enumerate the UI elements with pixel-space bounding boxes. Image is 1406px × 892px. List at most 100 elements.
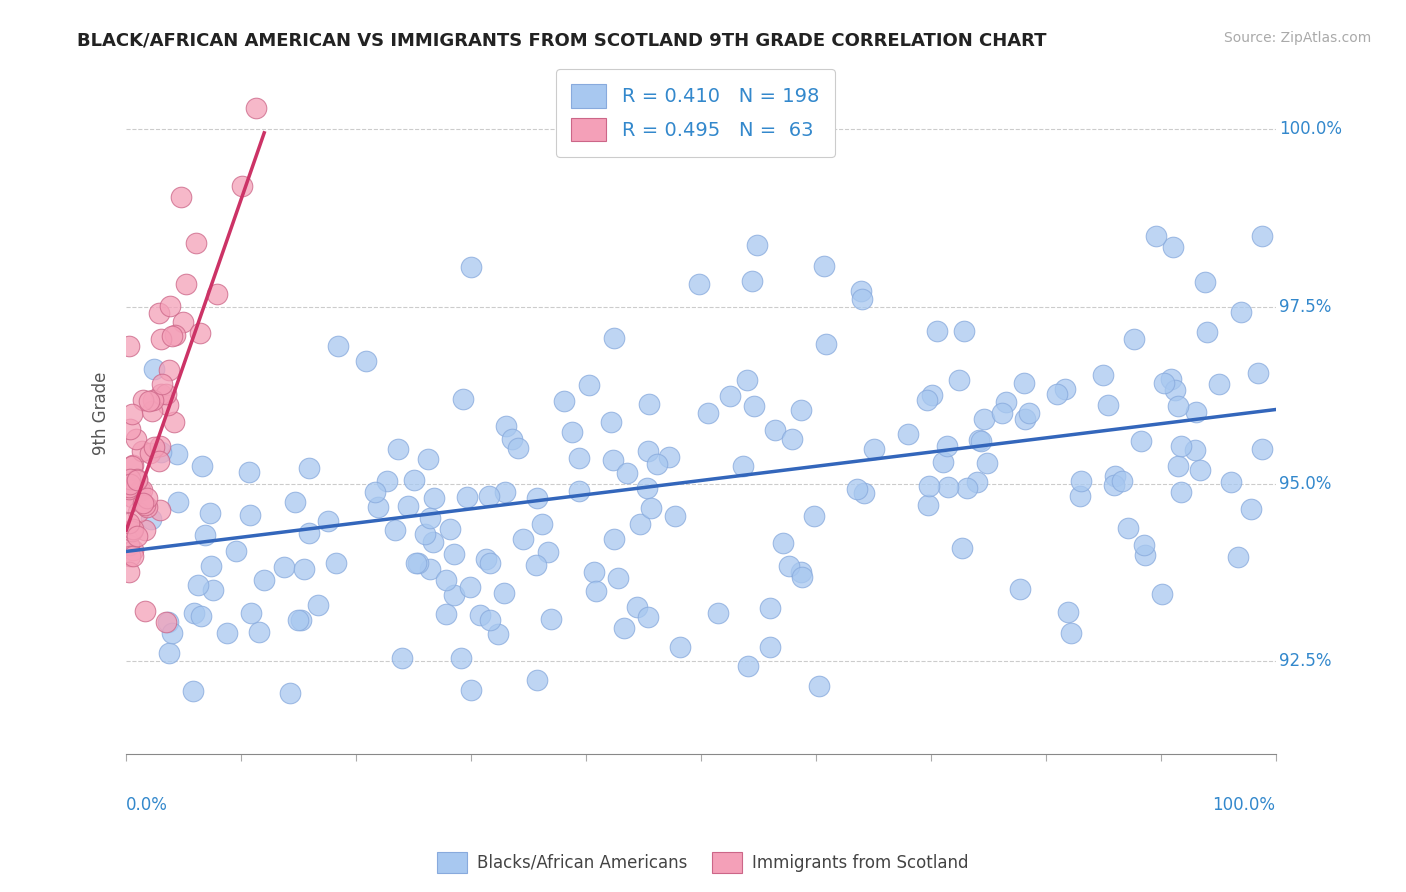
Point: [688, 277, 710, 292]
Point: [202, 582, 225, 597]
Point: [163, 415, 186, 429]
Point: [640, 500, 662, 515]
Point: [1012, 376, 1035, 390]
Point: [966, 475, 988, 489]
Point: [603, 331, 626, 345]
Point: [1247, 366, 1270, 380]
Point: [1097, 398, 1119, 412]
Point: [1144, 228, 1167, 243]
Point: [231, 178, 253, 193]
Point: [540, 612, 562, 626]
Point: [148, 454, 170, 468]
Point: [245, 101, 267, 115]
Point: [1185, 405, 1208, 419]
Point: [150, 333, 173, 347]
Point: [707, 606, 730, 620]
Point: [512, 532, 534, 546]
Point: [325, 556, 347, 570]
Point: [139, 446, 162, 460]
Point: [1060, 626, 1083, 640]
Text: 0.0%: 0.0%: [127, 797, 169, 814]
Point: [1160, 372, 1182, 386]
Point: [247, 624, 270, 639]
Point: [1194, 275, 1216, 289]
Point: [1092, 368, 1115, 383]
Point: [637, 610, 659, 624]
Point: [121, 549, 143, 564]
Point: [852, 486, 875, 500]
Point: [121, 490, 143, 504]
Point: [155, 615, 177, 630]
Point: [568, 484, 591, 499]
Legend: R = 0.410   N = 198, R = 0.495   N =  63: R = 0.410 N = 198, R = 0.495 N = 63: [555, 69, 835, 157]
Point: [141, 512, 163, 526]
Point: [607, 571, 630, 585]
Point: [995, 395, 1018, 409]
Point: [494, 485, 516, 500]
Point: [443, 547, 465, 561]
Point: [156, 615, 179, 629]
Point: [117, 482, 139, 496]
Point: [813, 259, 835, 273]
Point: [1130, 434, 1153, 448]
Point: [125, 472, 148, 486]
Point: [506, 441, 529, 455]
Point: [897, 427, 920, 442]
Point: [155, 387, 177, 401]
Point: [460, 682, 482, 697]
Text: 92.5%: 92.5%: [1279, 652, 1331, 671]
Point: [718, 389, 741, 403]
Point: [1135, 548, 1157, 562]
Point: [460, 260, 482, 275]
Point: [287, 613, 309, 627]
Point: [759, 601, 782, 615]
Point: [117, 494, 139, 508]
Point: [1070, 474, 1092, 488]
Point: [225, 544, 247, 558]
Y-axis label: 9th Grade: 9th Grade: [93, 371, 110, 455]
Text: BLACK/AFRICAN AMERICAN VS IMMIGRANTS FROM SCOTLAND 9TH GRADE CORRELATION CHART: BLACK/AFRICAN AMERICAN VS IMMIGRANTS FRO…: [77, 31, 1047, 49]
Point: [1104, 469, 1126, 483]
Point: [862, 442, 884, 456]
Point: [495, 419, 517, 434]
Point: [121, 458, 143, 473]
Point: [1170, 484, 1192, 499]
Point: [132, 392, 155, 407]
Point: [142, 440, 165, 454]
Point: [217, 625, 239, 640]
Point: [735, 373, 758, 387]
Point: [1150, 587, 1173, 601]
Point: [737, 659, 759, 673]
Point: [1153, 376, 1175, 391]
Point: [117, 565, 139, 579]
Point: [148, 306, 170, 320]
Point: [475, 552, 498, 566]
Point: [647, 458, 669, 472]
Point: [125, 432, 148, 446]
Point: [1046, 387, 1069, 401]
Point: [915, 392, 938, 407]
Point: [134, 604, 156, 618]
Point: [132, 496, 155, 510]
Point: [845, 482, 868, 496]
Point: [413, 526, 436, 541]
Point: [932, 455, 955, 469]
Point: [976, 456, 998, 470]
Point: [434, 607, 457, 621]
Point: [118, 480, 141, 494]
Point: [1195, 326, 1218, 340]
Text: 100.0%: 100.0%: [1212, 797, 1275, 814]
Point: [127, 505, 149, 519]
Point: [278, 686, 301, 700]
Point: [1184, 442, 1206, 457]
Point: [778, 559, 800, 574]
Point: [134, 523, 156, 537]
Point: [772, 535, 794, 549]
Point: [118, 516, 141, 530]
Point: [925, 324, 948, 338]
Point: [191, 458, 214, 473]
Point: [1018, 406, 1040, 420]
Point: [600, 415, 623, 429]
Point: [991, 406, 1014, 420]
Point: [129, 483, 152, 497]
